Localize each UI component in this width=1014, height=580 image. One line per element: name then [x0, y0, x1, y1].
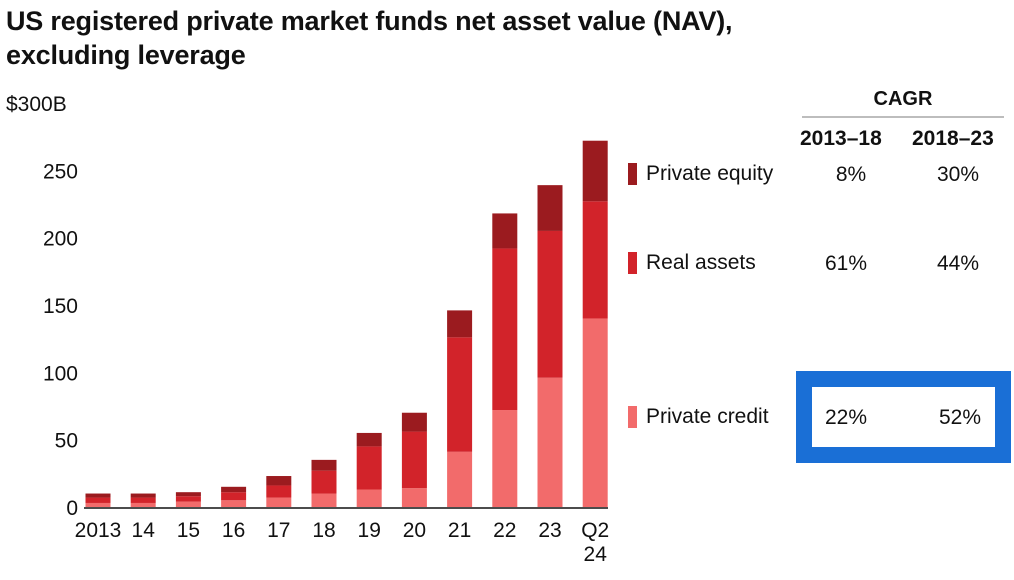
chart-title: US registered private market funds net a…	[6, 4, 906, 72]
bar-real-assets	[311, 470, 337, 494]
legend-label-private-credit: Private credit	[646, 405, 769, 428]
bar-private-equity	[582, 140, 608, 202]
legend-item-real-assets: Real assets	[628, 250, 756, 276]
y-tick-label: 100	[43, 362, 78, 385]
x-tick-label: 21	[448, 519, 471, 542]
legend-swatch-private-equity	[628, 163, 637, 185]
x-tick-label: 2013	[75, 519, 122, 542]
legend-item-private-equity: Private equity	[628, 161, 773, 187]
cagr-private-credit-2018-23: 52%	[938, 406, 982, 429]
y-tick-label: 250	[43, 160, 78, 183]
bar-real-assets	[447, 337, 473, 452]
x-tick-label: 22	[493, 519, 516, 542]
bar-private-equity	[356, 432, 382, 447]
x-tick-label: 16	[222, 519, 245, 542]
chart-title-line-2: excluding leverage	[6, 40, 246, 70]
cagr-header-rule	[802, 116, 1004, 118]
y-tick-label: 150	[43, 295, 78, 318]
bar-real-assets	[582, 201, 608, 319]
bar-private-equity	[221, 486, 247, 493]
cagr-header: CAGR	[873, 88, 933, 110]
bar-private-credit	[492, 410, 518, 507]
cagr-real-assets-2018-23: 44%	[936, 252, 980, 275]
cagr-real-assets-2013-18: 61%	[824, 252, 868, 275]
bar-real-assets	[130, 497, 156, 503]
bar-private-equity	[401, 412, 427, 432]
private-credit-highlight-inner	[812, 387, 995, 447]
x-tick-label: 17	[267, 519, 290, 542]
bar-private-credit	[85, 502, 111, 507]
cagr-private-equity-2013-18: 8%	[835, 163, 867, 186]
bar-private-equity	[85, 493, 111, 498]
x-tick-label: 14	[132, 519, 156, 542]
bar-private-credit	[221, 500, 247, 507]
bar-real-assets	[175, 496, 201, 502]
bar-real-assets	[221, 492, 247, 501]
y-tick-label: 0	[66, 497, 78, 520]
cagr-period-2013-18: 2013–18	[800, 127, 882, 150]
bar-private-credit	[356, 489, 382, 507]
x-tick-label: 19	[358, 519, 381, 542]
bar-real-assets	[356, 446, 382, 490]
legend-swatch-private-credit	[628, 406, 637, 428]
bar-private-credit	[130, 502, 156, 507]
bar-real-assets	[537, 230, 563, 378]
x-tick-label: 20	[403, 519, 426, 542]
private-credit-highlight-box	[796, 371, 1011, 463]
cagr-period-2018-23: 2018–23	[912, 127, 994, 150]
bar-private-equity	[447, 310, 473, 338]
x-tick-label: 23	[538, 519, 561, 542]
legend-item-private-credit: Private credit	[628, 404, 769, 430]
bar-private-credit	[311, 493, 337, 507]
bar-real-assets	[492, 248, 518, 411]
cagr-private-equity-2018-23: 30%	[936, 163, 980, 186]
y-tick-label: 50	[55, 430, 78, 453]
bar-private-equity	[311, 459, 337, 471]
chart-title-line-1: US registered private market funds net a…	[6, 6, 733, 36]
x-tick-label: 15	[177, 519, 200, 542]
legend-label-private-equity: Private equity	[646, 162, 774, 185]
bar-real-assets	[266, 485, 292, 498]
x-tick-label: Q2	[581, 519, 609, 542]
bar-private-credit	[175, 501, 201, 507]
legend-label-real-assets: Real assets	[646, 251, 756, 274]
bar-private-credit	[447, 451, 473, 507]
bar-private-credit	[582, 318, 608, 507]
bar-private-equity	[537, 185, 563, 231]
bar-private-equity	[130, 493, 156, 498]
x-tick-label: 18	[312, 519, 335, 542]
y-tick-label: $300B	[6, 93, 67, 116]
bar-private-equity	[492, 213, 518, 249]
bar-private-credit	[537, 377, 563, 507]
x-tick-label: 24	[584, 543, 608, 566]
stacked-bar-chart: 0 50 100 150 200 250 $300B 2013 14 15 16 17 18 19 20 21…	[6, 93, 609, 566]
bar-private-credit	[401, 488, 427, 507]
bar-real-assets	[85, 497, 111, 503]
bar-private-credit	[266, 497, 292, 507]
cagr-private-credit-2013-18: 22%	[824, 406, 868, 429]
legend-swatch-real-assets	[628, 252, 637, 274]
y-tick-label: 200	[43, 228, 78, 251]
bar-private-equity	[266, 476, 292, 486]
bar-real-assets	[401, 431, 427, 489]
bar-private-equity	[175, 492, 201, 497]
